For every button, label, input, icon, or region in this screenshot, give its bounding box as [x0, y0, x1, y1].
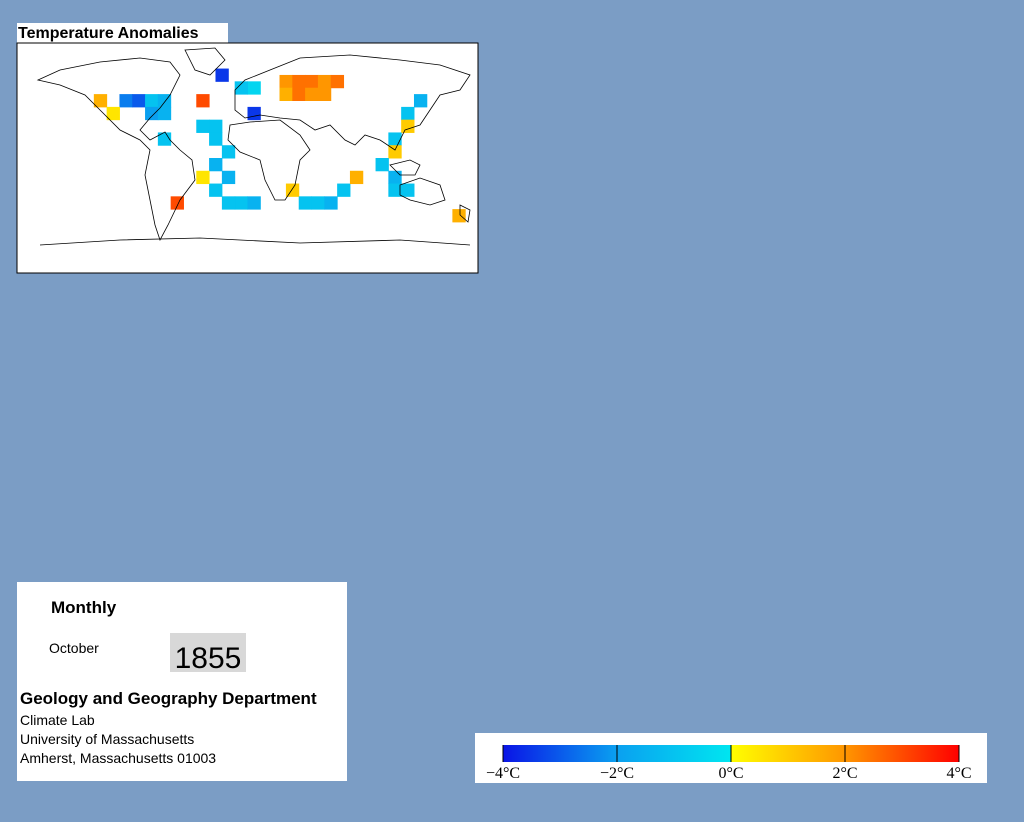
anomaly-cell	[119, 94, 133, 108]
anomaly-cell	[330, 74, 345, 89]
anomaly-cell	[305, 87, 319, 101]
anomaly-cell	[209, 158, 223, 172]
anomaly-cell	[317, 74, 332, 89]
anomaly-cell	[298, 196, 313, 210]
colorbar-label: 2°C	[832, 765, 857, 782]
anomaly-cell	[221, 196, 236, 210]
anomaly-cell	[337, 183, 351, 197]
anomaly-cell	[93, 94, 108, 108]
period: Monthly	[51, 598, 117, 617]
anomaly-cell	[215, 68, 229, 82]
anomaly-cell	[247, 106, 261, 121]
anomaly-cell	[317, 87, 332, 101]
anomaly-cell	[375, 158, 389, 172]
month: October	[49, 640, 99, 656]
anomaly-cell	[234, 196, 248, 210]
anomaly-cell	[349, 170, 364, 185]
map-frame	[16, 42, 479, 274]
anomaly-cell	[209, 132, 223, 146]
anomaly-cell	[234, 81, 248, 95]
anomaly-cell	[221, 145, 236, 159]
anomaly-cell	[401, 106, 415, 121]
colorbar-ticks: −4°C −2°C 0°C 2°C 4°C	[486, 745, 972, 782]
anomaly-cell	[157, 106, 172, 121]
anomaly-cell	[324, 196, 338, 210]
address: Amherst, Massachusetts 01003	[20, 750, 216, 766]
anomaly-cell	[196, 119, 210, 133]
anomaly-cell	[388, 170, 402, 185]
anomaly-cell	[106, 106, 120, 121]
department: Geology and Geography Department	[20, 689, 317, 708]
anomaly-cell	[247, 81, 261, 95]
anomaly-cell	[452, 209, 466, 223]
anomaly-cell	[279, 87, 293, 101]
anomaly-cell	[279, 74, 293, 89]
colorbar-label: 4°C	[946, 765, 971, 782]
anomaly-cell	[196, 94, 210, 108]
anomaly-cell	[388, 145, 402, 159]
info-panel	[17, 582, 347, 781]
anomaly-cell	[285, 183, 300, 197]
anomaly-cell	[401, 119, 415, 133]
anomaly-cells	[93, 68, 466, 223]
coastlines	[36, 47, 471, 246]
lab: Climate Lab	[20, 712, 95, 728]
anomaly-cell	[132, 94, 146, 108]
anomaly-cell	[221, 170, 236, 185]
anomaly-cell	[413, 94, 428, 108]
colorbar-label: 0°C	[718, 765, 743, 782]
anomaly-cell	[170, 196, 184, 210]
anomaly-cell	[292, 74, 306, 89]
anomaly-cell	[196, 170, 210, 185]
anomaly-cell	[292, 87, 306, 101]
anomaly-cell	[209, 119, 223, 133]
anomaly-cell	[388, 132, 402, 146]
anomaly-cell	[401, 183, 415, 197]
colorbar-label: −4°C	[486, 765, 520, 782]
year-bg	[170, 633, 246, 672]
anomaly-cell	[209, 183, 223, 197]
year: 1855	[175, 642, 242, 675]
anomaly-cell	[247, 196, 261, 210]
title-bg	[17, 23, 228, 43]
colorbar-label: −2°C	[600, 765, 634, 782]
anomaly-cell	[145, 106, 159, 121]
anomaly-cell	[311, 196, 325, 210]
anomaly-cell	[305, 74, 319, 89]
map-title: Temperature Anomalies	[18, 25, 199, 42]
anomaly-cell	[157, 132, 172, 146]
university: University of Massachusetts	[20, 731, 194, 747]
anomaly-cell	[388, 183, 402, 197]
anomaly-cell	[145, 94, 159, 108]
